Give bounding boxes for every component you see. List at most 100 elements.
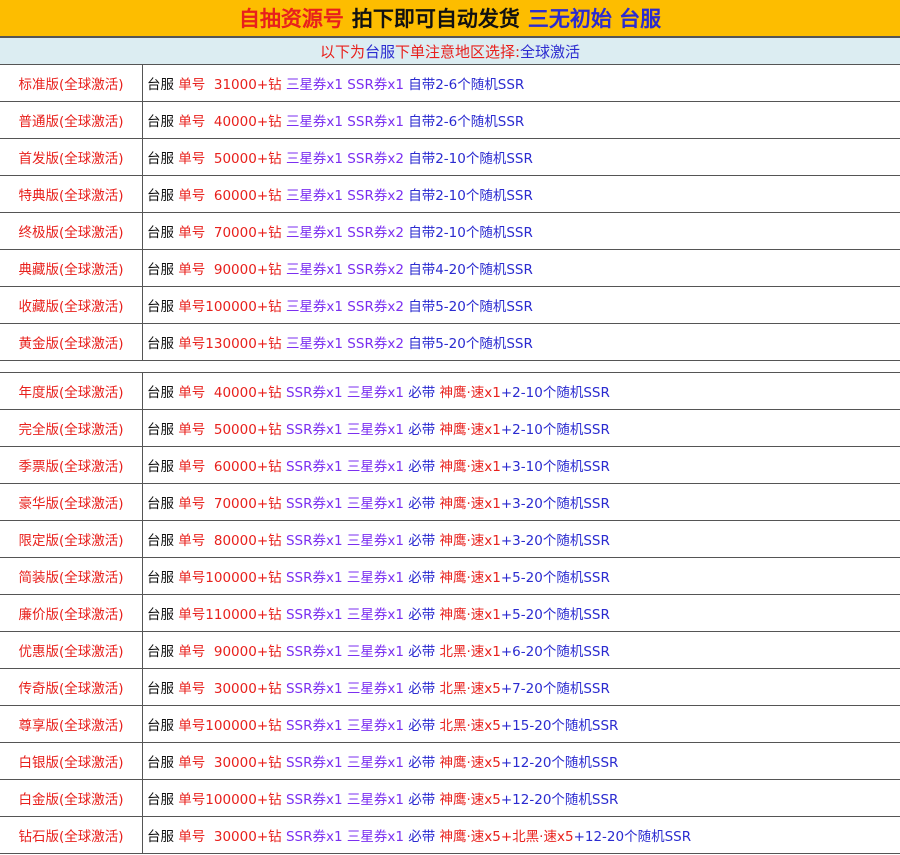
description-part: 单号 30000+钻 xyxy=(178,681,286,697)
description-part: 单号100000+钻 xyxy=(178,792,286,808)
description-part: SSR券x1 三星券x1 xyxy=(285,459,409,475)
edition-description: 台服 单号 50000+钻 三星券x1 SSR券x2 自带2-10个随机SSR xyxy=(143,139,900,175)
edition-description: 台服 单号100000+钻 SSR券x1 三星券x1 必带 北黑·速x5 +15-… xyxy=(143,706,900,742)
edition-description: 台服 单号 50000+钻 SSR券x1 三星券x1 必带 神鹰·速x1 +2-1… xyxy=(143,410,900,446)
edition-name: 完全版(全球激活) xyxy=(0,410,143,446)
table-row: 收藏版(全球激活) 台服 单号100000+钻 三星券x1 SSR券x2 自带5-… xyxy=(0,287,900,324)
edition-description: 台服 单号 70000+钻 三星券x1 SSR券x2 自带2-10个随机SSR xyxy=(143,213,900,249)
table-row: 季票版(全球激活) 台服 单号 60000+钻 SSR券x1 三星券x1 必带 神… xyxy=(0,447,900,484)
edition-name: 季票版(全球激活) xyxy=(0,447,143,483)
description-part: 自带4-20个随机SSR xyxy=(408,262,533,278)
description-part: 自带2-6个随机SSR xyxy=(408,114,525,130)
description-part: 单号130000+钻 xyxy=(178,336,286,352)
edition-name: 黄金版(全球激活) xyxy=(0,324,143,360)
edition-name: 限定版(全球激活) xyxy=(0,521,143,557)
description-part: 台服 xyxy=(147,644,179,660)
edition-description: 台服 单号 40000+钻 SSR券x1 三星券x1 必带 神鹰·速x1 +2-1… xyxy=(143,373,900,409)
edition-description: 台服 单号100000+钻 SSR券x1 三星券x1 必带 神鹰·速x1 +5-2… xyxy=(143,558,900,594)
table-row: 传奇版(全球激活) 台服 单号 30000+钻 SSR券x1 三星券x1 必带 北… xyxy=(0,669,900,706)
description-part: 台服 xyxy=(147,77,179,93)
edition-description: 台服 单号 70000+钻 SSR券x1 三星券x1 必带 神鹰·速x1 +3-2… xyxy=(143,484,900,520)
description-part: 必带 xyxy=(408,385,440,401)
edition-description: 台服 单号 60000+钻 SSR券x1 三星券x1 必带 神鹰·速x1 +3-1… xyxy=(143,447,900,483)
edition-name: 收藏版(全球激活) xyxy=(0,287,143,323)
description-part: 三星券x1 SSR券x2 xyxy=(285,262,409,278)
description-part: 必带 xyxy=(408,681,440,697)
description-part: 必带 xyxy=(408,755,440,771)
description-part: SSR券x1 三星券x1 xyxy=(285,829,409,845)
description-part: 台服 xyxy=(147,681,179,697)
description-part: 北黑·速x1 xyxy=(439,644,501,660)
description-part: SSR券x1 三星券x1 xyxy=(285,496,409,512)
edition-name: 白银版(全球激活) xyxy=(0,743,143,779)
description-part: 北黑·速x5 xyxy=(439,718,501,734)
table-row: 完全版(全球激活) 台服 单号 50000+钻 SSR券x1 三星券x1 必带 神… xyxy=(0,410,900,447)
table-row: 豪华版(全球激活) 台服 单号 70000+钻 SSR券x1 三星券x1 必带 神… xyxy=(0,484,900,521)
description-part: 三星券x1 SSR券x1 xyxy=(285,77,409,93)
table-row: 白银版(全球激活) 台服 单号 30000+钻 SSR券x1 三星券x1 必带 神… xyxy=(0,743,900,780)
edition-name: 钻石版(全球激活) xyxy=(0,817,143,853)
description-part: SSR券x1 三星券x1 xyxy=(285,718,409,734)
description-part: 单号 40000+钻 xyxy=(178,385,286,401)
notice-part: 下单注意地区选择: xyxy=(394,42,521,61)
description-part: 台服 xyxy=(147,792,179,808)
description-part: +5-20个随机SSR xyxy=(500,570,610,586)
edition-description: 台服 单号 40000+钻 三星券x1 SSR券x1 自带2-6个随机SSR xyxy=(143,102,900,138)
description-part: 三星券x1 SSR券x2 xyxy=(285,225,409,241)
description-part: +5-20个随机SSR xyxy=(500,607,610,623)
description-part: 台服 xyxy=(147,755,179,771)
table-row: 特典版(全球激活) 台服 单号 60000+钻 三星券x1 SSR券x2 自带2-… xyxy=(0,176,900,213)
description-part: 单号 30000+钻 xyxy=(178,755,286,771)
table-row: 典藏版(全球激活) 台服 单号 90000+钻 三星券x1 SSR券x2 自带4-… xyxy=(0,250,900,287)
description-part: 自带5-20个随机SSR xyxy=(408,299,533,315)
table-row: 终极版(全球激活) 台服 单号 70000+钻 三星券x1 SSR券x2 自带2-… xyxy=(0,213,900,250)
edition-description: 台服 单号 90000+钻 三星券x1 SSR券x2 自带4-20个随机SSR xyxy=(143,250,900,286)
description-part: 台服 xyxy=(147,570,179,586)
description-part: 台服 xyxy=(147,829,179,845)
group-divider xyxy=(0,361,900,373)
edition-description: 台服 单号 80000+钻 SSR券x1 三星券x1 必带 神鹰·速x1 +3-2… xyxy=(143,521,900,557)
description-part: SSR券x1 三星券x1 xyxy=(285,533,409,549)
description-part: 三星券x1 SSR券x2 xyxy=(285,336,409,352)
description-part: 自带5-20个随机SSR xyxy=(408,336,533,352)
description-part: 单号 50000+钻 xyxy=(178,151,286,167)
description-part: +3-20个随机SSR xyxy=(500,496,610,512)
notice-part: 全球激活 xyxy=(520,42,581,61)
description-part: 台服 xyxy=(147,262,179,278)
description-part: 台服 xyxy=(147,225,179,241)
description-part: 台服 xyxy=(147,188,179,204)
description-part: 单号 80000+钻 xyxy=(178,533,286,549)
description-part: +12-20个随机SSR xyxy=(573,829,692,845)
description-part: 台服 xyxy=(147,718,179,734)
description-part: 必带 xyxy=(408,792,440,808)
description-part: +2-10个随机SSR xyxy=(500,385,610,401)
edition-name: 典藏版(全球激活) xyxy=(0,250,143,286)
description-part: +3-10个随机SSR xyxy=(500,459,610,475)
edition-name: 特典版(全球激活) xyxy=(0,176,143,212)
description-part: 单号110000+钻 xyxy=(178,607,286,623)
description-part: 台服 xyxy=(147,336,179,352)
edition-name: 简装版(全球激活) xyxy=(0,558,143,594)
description-part: 必带 xyxy=(408,570,440,586)
description-part: +2-10个随机SSR xyxy=(500,422,610,438)
description-part: 单号 90000+钻 xyxy=(178,644,286,660)
description-part: 单号100000+钻 xyxy=(178,299,286,315)
description-part: SSR券x1 三星券x1 xyxy=(285,681,409,697)
edition-description: 台服 单号110000+钻 SSR券x1 三星券x1 必带 神鹰·速x1 +5-2… xyxy=(143,595,900,631)
description-part: SSR券x1 三星券x1 xyxy=(285,755,409,771)
price-table: 标准版(全球激活) 台服 单号 31000+钻 三星券x1 SSR券x1 自带2-… xyxy=(0,65,900,854)
description-part: 三星券x1 SSR券x2 xyxy=(285,151,409,167)
edition-name: 廉价版(全球激活) xyxy=(0,595,143,631)
table-row: 普通版(全球激活) 台服 单号 40000+钻 三星券x1 SSR券x1 自带2-… xyxy=(0,102,900,139)
description-part: 必带 xyxy=(408,422,440,438)
edition-name: 传奇版(全球激活) xyxy=(0,669,143,705)
edition-description: 台服 单号 30000+钻 SSR券x1 三星券x1 必带 神鹰·速x5+北黑·… xyxy=(143,817,900,853)
table-row: 首发版(全球激活) 台服 单号 50000+钻 三星券x1 SSR券x2 自带2-… xyxy=(0,139,900,176)
notice-part: 台服 xyxy=(364,42,395,61)
description-part: 必带 xyxy=(408,718,440,734)
description-part: 台服 xyxy=(147,385,179,401)
description-part: +15-20个随机SSR xyxy=(500,718,619,734)
description-part: SSR券x1 三星券x1 xyxy=(285,607,409,623)
description-part: +7-20个随机SSR xyxy=(500,681,610,697)
table-row: 钻石版(全球激活) 台服 单号 30000+钻 SSR券x1 三星券x1 必带 神… xyxy=(0,817,900,854)
